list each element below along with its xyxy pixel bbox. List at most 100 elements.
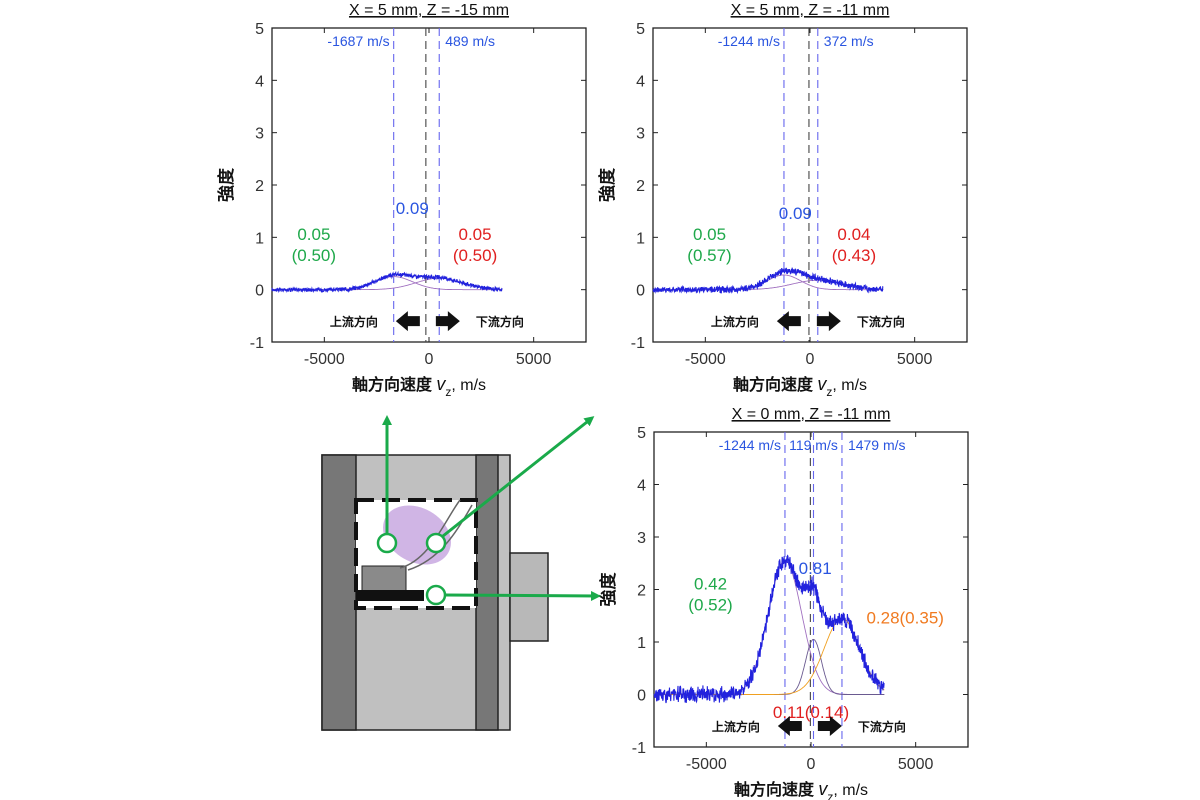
y-tick-label: 5 bbox=[636, 21, 645, 38]
x-tick-label: 0 bbox=[806, 351, 815, 368]
fit-component-curve bbox=[654, 638, 885, 695]
y-axis-label: 強度 bbox=[597, 167, 617, 202]
chart-lower-right: X = 0 mm, Z = -11 mm -1 0 1 2 3 4 5 -5000 0 5000 強度… bbox=[598, 406, 969, 800]
window-frame bbox=[354, 498, 478, 610]
peak-velocity-label: -1244 m/s bbox=[719, 437, 781, 453]
component-annotation: 0.81 bbox=[799, 559, 832, 578]
x-tick-label: -5000 bbox=[304, 351, 345, 368]
component-annotation: 0.09 bbox=[396, 199, 429, 218]
upstream-label: 上流方向 bbox=[712, 719, 760, 734]
y-tick-label: 2 bbox=[637, 583, 646, 600]
y-tick-label: -1 bbox=[250, 335, 264, 352]
upstream-arrow-icon bbox=[395, 311, 420, 332]
chart-upper-right: X = 5 mm, Z = -11 mm -1 0 1 2 3 4 5 -5000 0 5000 強度… bbox=[597, 2, 968, 399]
x-axis-label-text: 軸方向速度 bbox=[734, 780, 818, 799]
downstream-arrow-icon bbox=[435, 311, 460, 332]
x-tick-label: 0 bbox=[425, 351, 434, 368]
x-axis-var-sub: z bbox=[827, 790, 833, 800]
x-tick-label: 5000 bbox=[898, 756, 934, 773]
y-axis-label: 強度 bbox=[598, 572, 618, 607]
downstream-arrow-icon bbox=[817, 716, 842, 736]
component-annotation: (0.50) bbox=[453, 246, 497, 265]
y-tick-label: 0 bbox=[255, 283, 264, 300]
component-annotation: 0.09 bbox=[779, 204, 812, 223]
upstream-label: 上流方向 bbox=[711, 314, 759, 329]
apparatus-diagram bbox=[321, 454, 549, 731]
peak-velocity-label: -1244 m/s bbox=[718, 33, 780, 49]
y-tick-label: 5 bbox=[255, 21, 264, 38]
measured-spectrum-line bbox=[271, 270, 503, 294]
plot-frame bbox=[271, 27, 587, 343]
component-annotation: 0.05 bbox=[297, 225, 330, 244]
x-axis-var: v bbox=[817, 374, 827, 394]
chart-upper-left: X = 5 mm, Z = -15 mm -1 0 1 2 3 4 5 -5000 0 5000 強度… bbox=[216, 2, 587, 399]
chart-title: X = 0 mm, Z = -11 mm bbox=[732, 406, 891, 423]
field-line-2 bbox=[407, 504, 473, 571]
downstream-arrow-icon bbox=[816, 311, 841, 332]
downstream-label: 下流方向 bbox=[857, 314, 905, 329]
component-annotation: (0.50) bbox=[292, 246, 336, 265]
y-tick-label: 2 bbox=[636, 178, 645, 195]
measurement-point-2 bbox=[425, 532, 447, 554]
peak-velocity-label: 489 m/s bbox=[445, 33, 495, 49]
component-annotation: 0.11(0.14) bbox=[773, 703, 849, 722]
component-annotation: 0.28(0.35) bbox=[866, 609, 944, 628]
y-tick-label: 1 bbox=[636, 230, 645, 247]
upstream-arrow-icon bbox=[777, 716, 802, 736]
arrow-to-lower-right-chart bbox=[444, 590, 601, 601]
measurement-point-1 bbox=[376, 532, 398, 554]
y-tick-label: 3 bbox=[636, 126, 645, 143]
x-axis-label-text: 軸方向速度 bbox=[733, 375, 817, 394]
downstream-label: 下流方向 bbox=[476, 314, 524, 329]
measured-spectrum-line bbox=[653, 554, 885, 704]
electrode-bar bbox=[356, 590, 424, 601]
x-axis-var: v bbox=[818, 779, 828, 799]
component-annotation: 0.42 bbox=[694, 575, 727, 594]
component-annotation: (0.57) bbox=[687, 246, 731, 265]
inner-block bbox=[361, 565, 407, 593]
y-tick-label: 4 bbox=[636, 73, 645, 90]
upstream-arrow-icon bbox=[776, 311, 801, 332]
component-annotation: (0.52) bbox=[688, 596, 732, 615]
y-tick-label: 4 bbox=[255, 73, 264, 90]
component-annotation: 0.04 bbox=[837, 225, 870, 244]
x-tick-label: 0 bbox=[807, 756, 816, 773]
component-annotation: (0.43) bbox=[832, 246, 876, 265]
y-axis-label: 強度 bbox=[216, 167, 236, 202]
y-tick-label: -1 bbox=[631, 335, 645, 352]
y-tick-label: 4 bbox=[637, 478, 646, 495]
x-axis-unit: , m/s bbox=[451, 377, 486, 394]
x-axis-label: 軸方向速度 vz, m/s bbox=[733, 374, 867, 399]
chart-title: X = 5 mm, Z = -15 mm bbox=[349, 2, 509, 19]
upstream-label: 上流方向 bbox=[330, 314, 378, 329]
y-tick-label: 3 bbox=[255, 126, 264, 143]
y-tick-label: 0 bbox=[637, 688, 646, 705]
x-axis-var: v bbox=[436, 374, 446, 394]
measurement-point-3 bbox=[425, 584, 447, 606]
y-tick-label: -1 bbox=[632, 740, 646, 757]
peak-velocity-label: 119 m/s bbox=[789, 437, 838, 453]
x-axis-label-text: 軸方向速度 bbox=[352, 375, 436, 394]
chart-title: X = 5 mm, Z = -11 mm bbox=[731, 2, 890, 19]
x-axis-var-sub: z bbox=[445, 385, 451, 399]
peak-velocity-label: 372 m/s bbox=[824, 33, 874, 49]
x-axis-label: 軸方向速度 vz, m/s bbox=[734, 779, 868, 800]
x-tick-label: -5000 bbox=[685, 351, 726, 368]
measured-spectrum-line bbox=[652, 267, 884, 295]
x-tick-label: 5000 bbox=[516, 351, 552, 368]
y-tick-label: 0 bbox=[636, 283, 645, 300]
peak-velocity-label: 1479 m/s bbox=[848, 437, 906, 453]
plot-frame bbox=[652, 27, 968, 343]
x-axis-unit: , m/s bbox=[833, 782, 868, 799]
x-axis-var-sub: z bbox=[826, 385, 832, 399]
left-wall bbox=[321, 454, 357, 731]
y-tick-label: 5 bbox=[637, 425, 646, 442]
y-tick-label: 3 bbox=[637, 530, 646, 547]
y-tick-label: 1 bbox=[255, 230, 264, 247]
arrow-to-upper-right-chart bbox=[442, 416, 595, 538]
x-axis-unit: , m/s bbox=[832, 377, 867, 394]
x-tick-label: 5000 bbox=[897, 351, 933, 368]
x-axis-label: 軸方向速度 vz, m/s bbox=[352, 374, 486, 399]
component-annotation: 0.05 bbox=[693, 225, 726, 244]
